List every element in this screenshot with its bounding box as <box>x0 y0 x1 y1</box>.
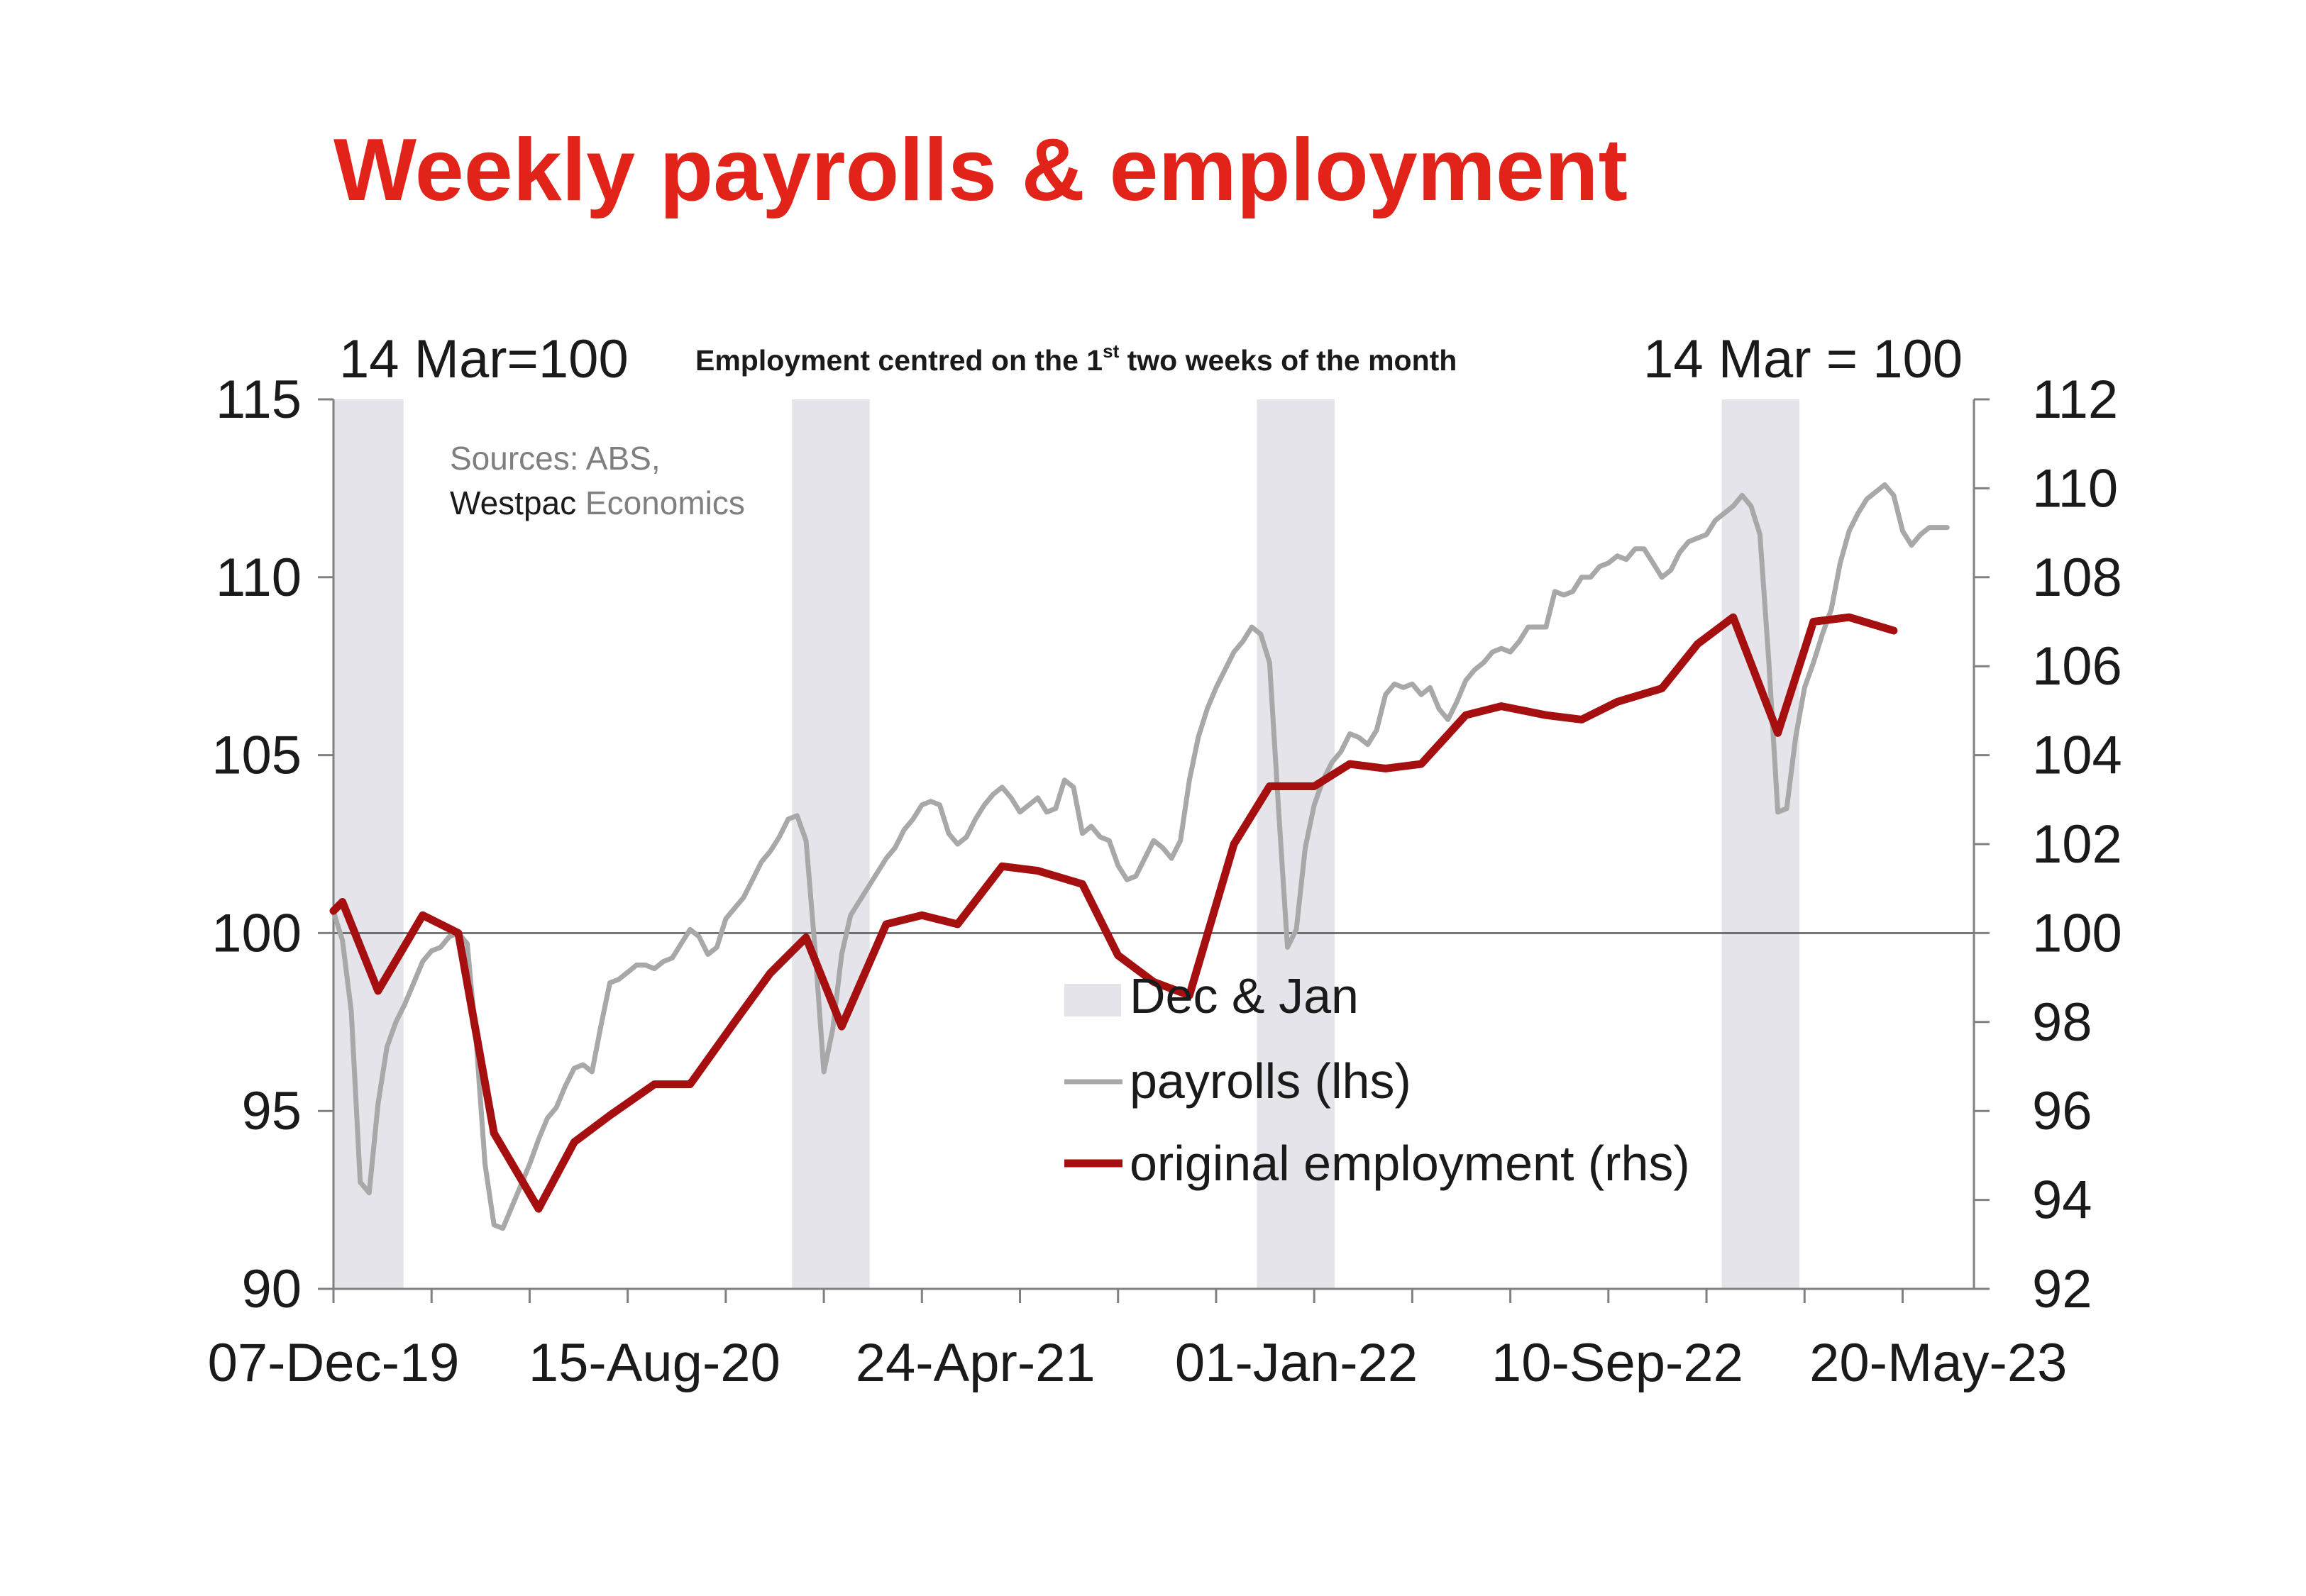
left-y-tick-label: 95 <box>241 1081 302 1141</box>
right-y-tick-label: 110 <box>2032 458 2118 519</box>
x-tick-label: 24-Apr-21 <box>856 1333 1096 1393</box>
employment-line <box>329 613 1898 1213</box>
left-y-tick-label: 90 <box>241 1259 302 1319</box>
legend-label-dec-jan: Dec & Jan <box>1130 968 1359 1024</box>
axes: 90 95 100 105 110 115 92 94 96 98 100 102 104 106 108 1… <box>208 370 2122 1393</box>
right-y-tick-label: 102 <box>2032 814 2122 875</box>
x-tick-label: 20-May-23 <box>1809 1333 2067 1393</box>
payrolls-series <box>331 482 1950 1231</box>
x-tick-label: 15-Aug-20 <box>529 1333 780 1393</box>
right-y-tick-label: 100 <box>2032 903 2122 963</box>
right-y-tick-label: 106 <box>2032 636 2122 697</box>
x-tick-label: 07-Dec-19 <box>208 1333 460 1393</box>
right-y-tick-label: 104 <box>2032 726 2122 786</box>
right-y-tick-label: 96 <box>2032 1081 2092 1141</box>
x-tick-label: 10-Sep-22 <box>1491 1333 1743 1393</box>
legend-swatch-dec-jan <box>1064 984 1121 1016</box>
shaded-period-3 <box>1257 399 1335 1289</box>
shaded-period-1 <box>333 399 404 1289</box>
right-y-tick-label: 108 <box>2032 548 2122 608</box>
left-y-tick-label: 115 <box>216 370 302 430</box>
right-y-tick-label: 98 <box>2032 992 2092 1053</box>
source-note-line2: Westpac Economics <box>450 484 745 521</box>
right-y-tick-label: 94 <box>2032 1170 2092 1231</box>
legend-label-employment: original employment (rhs) <box>1130 1136 1690 1191</box>
legend-label-payrolls: payrolls (lhs) <box>1130 1053 1411 1109</box>
left-y-tick-label: 110 <box>216 548 302 608</box>
legend: Dec & Jan payrolls (lhs) original employ… <box>1064 968 1690 1191</box>
right-axis-unit-label: 14 Mar = 100 <box>1643 329 1963 389</box>
left-axis-unit-label: 14 Mar=100 <box>339 329 629 389</box>
left-y-tick-label: 100 <box>211 903 302 963</box>
right-y-tick-label: 112 <box>2032 370 2118 430</box>
westpac-brand: Westpac <box>450 484 576 521</box>
source-note-line1: Sources: ABS, <box>450 440 661 477</box>
left-y-tick-label: 105 <box>211 726 302 786</box>
shaded-period-2 <box>792 399 870 1289</box>
payrolls-line <box>331 482 1950 1231</box>
chart-title: Weekly payrolls & employment <box>333 121 1628 219</box>
x-tick-label: 01-Jan-22 <box>1175 1333 1418 1393</box>
right-y-tick-label: 92 <box>2032 1259 2092 1319</box>
employment-series <box>329 613 1898 1213</box>
chart-subtitle: Employment centred on the 1st two weeks … <box>695 340 1457 377</box>
